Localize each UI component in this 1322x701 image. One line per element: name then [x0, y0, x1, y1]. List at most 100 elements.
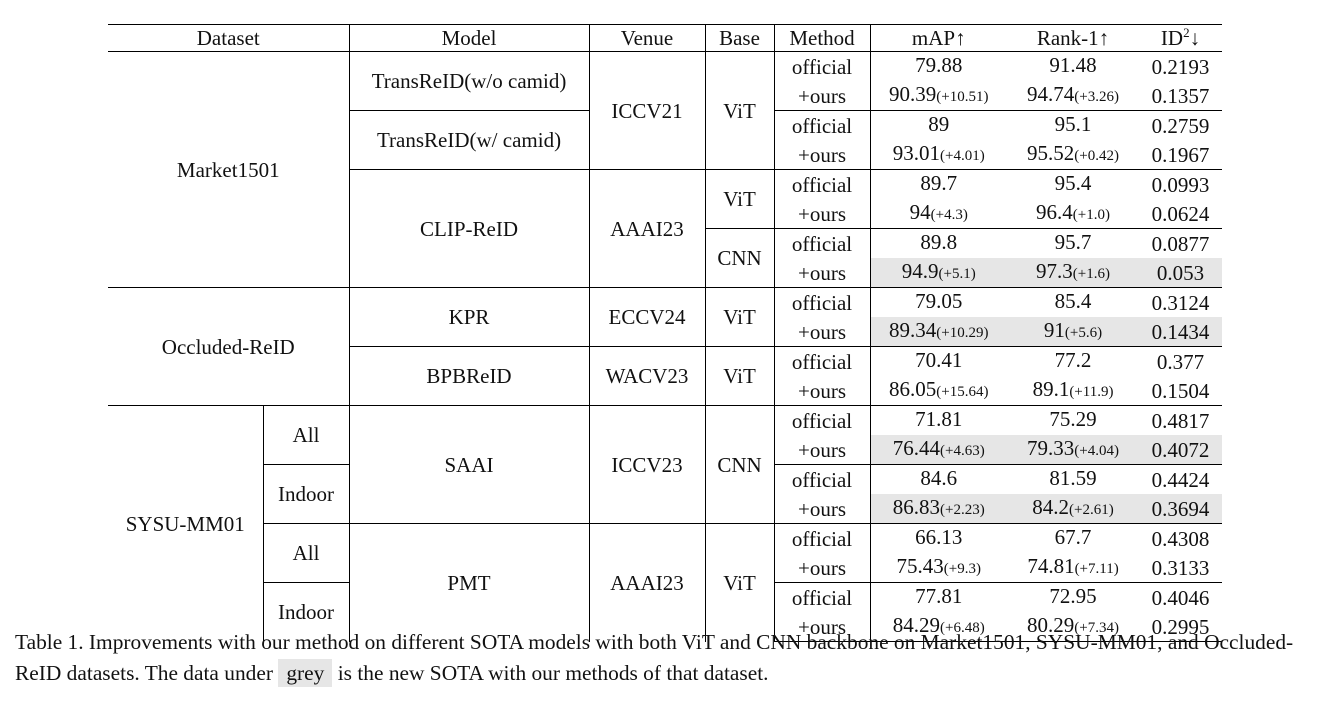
rank1-delta: (+7.34) [1074, 620, 1119, 636]
venue-iccv21: ICCV21 [588, 51, 706, 170]
rank1-cell: 72.95 [1007, 582, 1140, 612]
table-caption: Table 1. Improvements with our method on… [15, 627, 1315, 689]
model-bpbreid: BPBReID [348, 346, 590, 406]
method-cell: +ours [773, 81, 871, 111]
rank1-cell: 89.1(+11.9) [1007, 376, 1139, 406]
map-value: 71.81 [915, 407, 963, 431]
map-cell: 76.44(+4.63) [869, 435, 1008, 465]
map-cell: 75.43(+9.3) [869, 553, 1008, 583]
map-value: 76.44 [892, 436, 941, 460]
base-clip-vit: ViT [704, 169, 775, 229]
model-kpr: KPR [348, 287, 590, 347]
table-row: +ours 75.43(+9.3) 74.81(+7.11) 0.3133 [108, 553, 1222, 583]
map-cell: 89 [869, 110, 1008, 140]
base-saai: CNN [704, 405, 775, 524]
map-cell: 89.8 [869, 228, 1008, 258]
table-row: SYSU-MM01 All SAAI ICCV23 CNN official 71… [108, 405, 1223, 642]
rank1-value: 97.3 [1036, 259, 1073, 283]
header-dataset: Dataset [108, 24, 350, 52]
rank1-cell: 85.4 [1007, 287, 1140, 317]
map-value: 86.05 [889, 377, 937, 401]
results-table: Dataset Model Venue Base Method mAP↑ Ran… [108, 24, 1223, 642]
map-cell: 66.13 [869, 523, 1008, 553]
map-value: 77.81 [915, 584, 963, 608]
map-cell: 94.9(+5.1) [869, 258, 1008, 288]
model-saai: SAAI [348, 405, 590, 524]
venue-aaai23: AAAI23 [588, 523, 706, 642]
map-cell: 84.29(+6.48) [869, 612, 1008, 642]
map-value: 84.29 [892, 613, 941, 637]
table-row: Indoor official 77.81 72.95 0.4046 [108, 582, 1223, 642]
map-value: 84.6 [920, 466, 958, 490]
table-row: Indoor official 84.6 81.59 0.4424 [108, 464, 1223, 524]
id2-cell: 0.053 [1139, 258, 1223, 288]
map-cell: 79.88 [869, 51, 1008, 81]
table-row: Market1501 TransReID(w/o camid) ICCV21 V… [108, 51, 1222, 182]
header-venue: Venue [588, 24, 706, 52]
dataset-market1501: Market1501 [176, 157, 280, 182]
id2-cell: 0.4308 [1139, 523, 1223, 553]
rank1-cell: 75.29 [1007, 405, 1140, 435]
map-cell: 86.05(+15.64) [869, 376, 1008, 406]
map-value: 89.7 [920, 171, 958, 195]
table-row: +ours 76.44(+4.63) 79.33(+4.04) 0.4072 [108, 435, 1223, 465]
table-row: +ours 90.39(+10.51) 94.74(+3.26) 0.1357 [108, 81, 1222, 111]
rank1-delta: (+1.6) [1072, 266, 1110, 282]
id2-cell: 0.3124 [1139, 287, 1223, 317]
rank1-value: 95.7 [1054, 230, 1092, 254]
map-cell: 93.01(+4.01) [869, 140, 1008, 170]
rank1-cell: 95.52(+0.42) [1007, 140, 1139, 170]
base-transreid: ViT [704, 51, 775, 170]
id2-cell: 0.1357 [1151, 83, 1210, 108]
id2-cell: 0.377 [1139, 346, 1223, 376]
method-cell: official [773, 523, 871, 553]
header-method: Method [773, 24, 871, 52]
map-value: 89 [928, 112, 950, 136]
table-row: +ours 93.01(+4.01) 95.52(+0.42) 0.1967 [108, 140, 1222, 170]
rank1-delta: (+5.6) [1064, 325, 1103, 341]
base-bpbreid: ViT [704, 346, 775, 406]
rank1-delta: (+2.61) [1069, 502, 1114, 518]
header-id2: ID2↓ [1139, 24, 1223, 52]
model-clip-reid: CLIP-ReID [348, 169, 590, 288]
method-cell: +ours [773, 317, 871, 347]
rank1-delta: (+0.42) [1074, 148, 1119, 164]
rank1-value: 75.29 [1049, 407, 1097, 431]
rank1-delta: (+1.0) [1072, 207, 1110, 223]
method-cell: +ours [773, 140, 871, 170]
rank1-cell: 91(+5.6) [1007, 317, 1140, 347]
map-value: 75.43 [896, 554, 944, 578]
venue-wacv23: WACV23 [588, 346, 706, 406]
caption-text: Table 1. Improvements with our method on… [15, 630, 1294, 685]
rank1-cell: 84.2(+2.61) [1007, 494, 1140, 524]
method-cell: official [773, 169, 871, 199]
map-delta: (+6.48) [940, 620, 985, 636]
id2-cell: 0.4817 [1139, 405, 1223, 435]
method-cell: official [773, 51, 871, 81]
model-pmt: PMT [348, 523, 590, 642]
rank1-value: 80.29 [1027, 613, 1075, 637]
id2-cell: 0.2193 [1151, 54, 1210, 79]
rank1-value: 96.4 [1036, 200, 1073, 224]
map-cell: 90.39(+10.51) [869, 81, 1008, 111]
subset-indoor: Indoor [262, 464, 350, 524]
map-delta: (+15.64) [936, 384, 989, 400]
id2-cell: 0.4046 [1139, 582, 1223, 612]
map-delta: (+5.1) [938, 266, 976, 282]
rank1-cell: 77.2 [1007, 346, 1140, 376]
method-cell: official [773, 287, 871, 317]
table-row: CLIP-ReID AAAI23 ViT official 89.7 95.4 0.0… [108, 169, 1223, 288]
map-value: 66.13 [915, 525, 963, 549]
method-cell: official [773, 464, 871, 494]
caption-text-end: is the new SOTA with our methods of that… [337, 661, 769, 685]
table-row: +ours 94.9(+5.1) 97.3(+1.6) 0.053 [108, 258, 1223, 288]
id2-cell: 0.2759 [1139, 110, 1223, 140]
rank1-delta: (+4.04) [1074, 443, 1119, 459]
rank1-delta: (+3.26) [1074, 89, 1119, 105]
method-cell: +ours [773, 612, 871, 642]
venue-eccv24: ECCV24 [588, 287, 706, 347]
rank1-cell: 74.81(+7.11) [1007, 553, 1139, 583]
rank1-value: 91 [1043, 318, 1065, 342]
table-row: All PMT AAAI23 ViT official 66.13 67.7 0.43… [108, 523, 1223, 642]
map-cell: 94(+4.3) [869, 199, 1008, 229]
